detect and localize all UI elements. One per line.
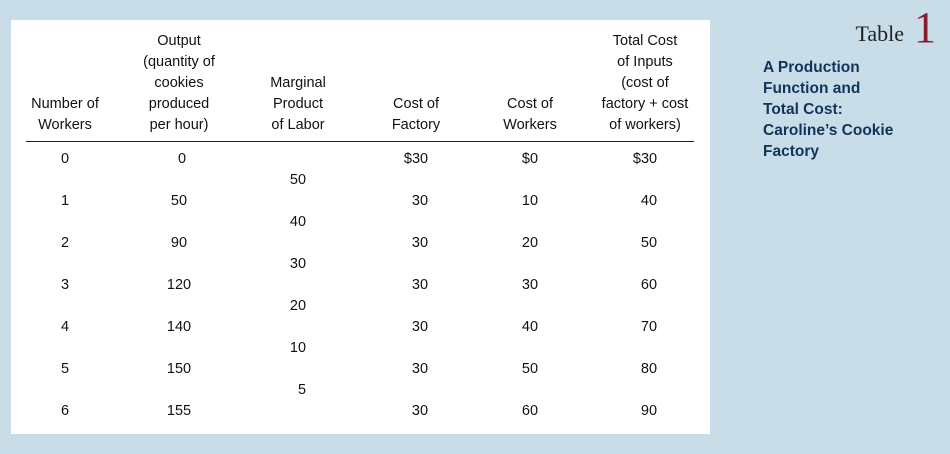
header-line: Output [157,33,201,49]
cell-worker-cost: 50 [521,361,539,377]
header-line: (cost of [621,75,669,91]
table-label-number: 1 [914,3,936,52]
header-line: Cost of [393,96,439,112]
header-line: of workers) [609,117,681,133]
header-line: Number of [31,96,99,112]
cell-worker-cost: 30 [521,277,539,293]
caption-line: Total Cost: [763,101,843,118]
cell-factory: 30 [411,319,429,335]
cell-total: 90 [640,403,658,419]
cell-output: 155 [166,403,192,419]
table-panel: Number of Workers Output (quantity of co… [11,20,710,434]
header-cost-of-workers: Cost of Workers [503,94,557,136]
cell-factory: $30 [403,151,429,167]
cell-factory: 30 [411,403,429,419]
cell-marginal-product: 30 [289,256,307,272]
cell-marginal-product: 10 [289,340,307,356]
cell-worker-cost: 20 [521,235,539,251]
header-line: of Labor [271,117,325,133]
header-line: Factory [391,117,441,133]
cell-workers: 0 [60,151,70,167]
cell-marginal-product: 5 [297,382,307,398]
header-line: Product [273,96,323,112]
caption-line: Caroline’s Cookie [763,122,894,139]
cell-total: 70 [640,319,658,335]
header-line: Cost of [507,96,553,112]
cell-workers: 3 [60,277,70,293]
cell-workers: 4 [60,319,70,335]
cell-output: 50 [170,193,188,209]
cell-workers: 2 [60,235,70,251]
header-divider [26,141,694,142]
cell-total: 60 [640,277,658,293]
cell-marginal-product: 50 [289,172,307,188]
cell-total: $30 [632,151,658,167]
header-line: Workers [38,117,92,133]
cell-output: 120 [166,277,192,293]
cell-worker-cost: 60 [521,403,539,419]
cell-factory: 30 [411,277,429,293]
header-line: of Inputs [617,54,673,70]
cell-output: 90 [170,235,188,251]
cell-total: 80 [640,361,658,377]
table-label-word: Table [855,21,904,46]
cell-worker-cost: 40 [521,319,539,335]
cell-total: 50 [640,235,658,251]
header-line: Total Cost [612,33,678,49]
header-line: produced [148,96,210,112]
header-cost-of-factory: Cost of Factory [392,94,440,136]
cell-worker-cost: 10 [521,193,539,209]
table-caption: A Production Function and Total Cost: Ca… [763,57,943,162]
cell-output: 150 [166,361,192,377]
cell-total: 40 [640,193,658,209]
caption-line: Factory [763,143,819,160]
cell-factory: 30 [411,361,429,377]
cell-marginal-product: 20 [289,298,307,314]
header-line: (quantity of [143,54,215,70]
header-line: cookies [154,75,204,91]
cell-workers: 5 [60,361,70,377]
cell-workers: 1 [60,193,70,209]
header-line: per hour) [149,117,209,133]
header-line: Workers [503,117,557,133]
cell-factory: 30 [411,235,429,251]
cell-factory: 30 [411,193,429,209]
cell-worker-cost: $0 [521,151,539,167]
caption-line: A Production [763,59,860,76]
header-line: factory + cost [601,96,689,112]
table-label: Table 1 [855,6,936,50]
header-marginal-product: Marginal Product of Labor [270,73,326,136]
header-output: Output (quantity of cookies produced per… [143,31,215,136]
cell-output: 0 [177,151,187,167]
cell-marginal-product: 40 [289,214,307,230]
header-total-cost: Total Cost of Inputs (cost of factory + … [602,31,689,136]
header-line: Marginal [270,75,326,91]
cell-workers: 6 [60,403,70,419]
header-number-of-workers: Number of Workers [31,94,99,136]
caption-line: Function and [763,80,861,97]
cell-output: 140 [166,319,192,335]
